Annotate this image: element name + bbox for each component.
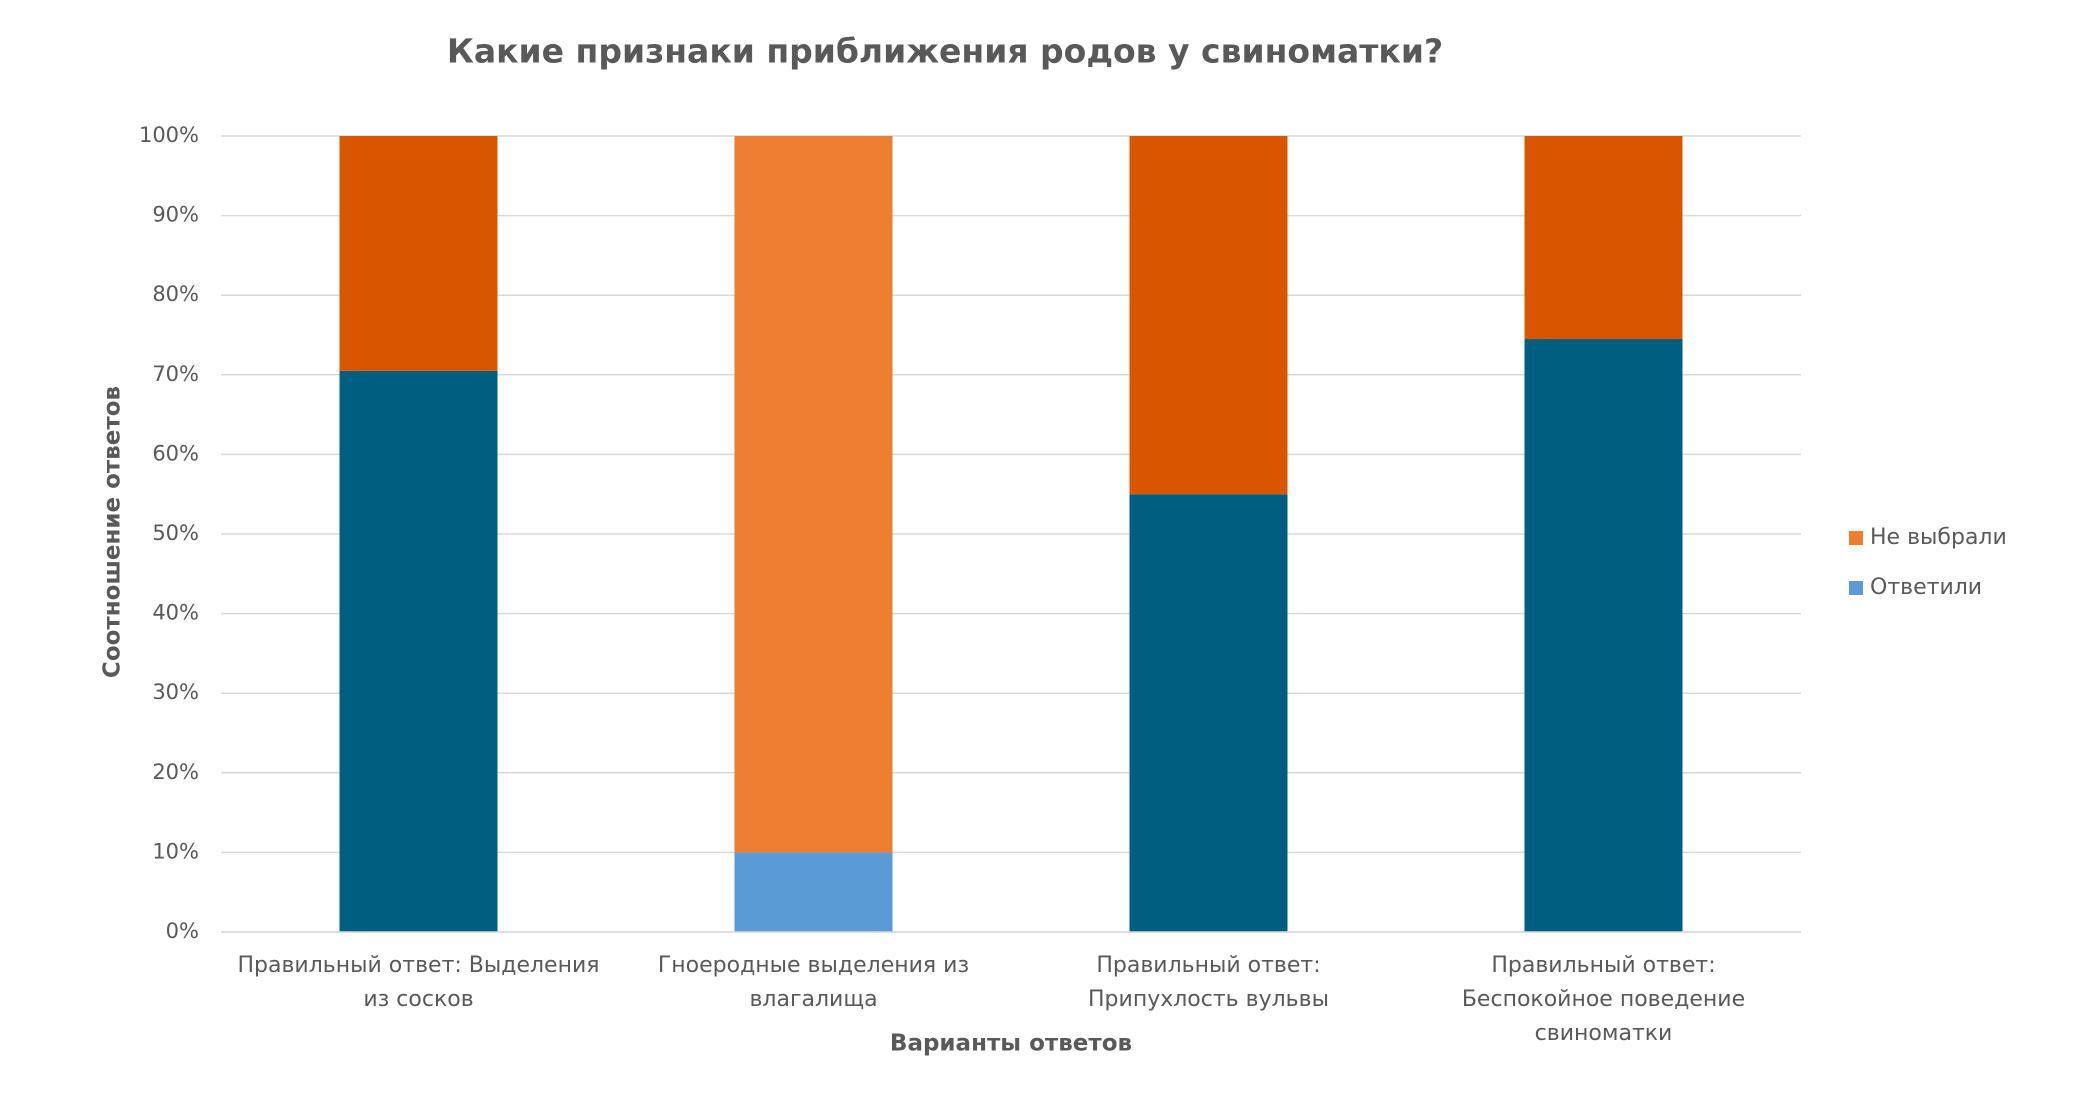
y-tick-label: 50% — [152, 521, 199, 545]
legend-swatch — [1849, 531, 1863, 545]
legend-label: Не выбрали — [1870, 525, 2007, 550]
y-tick-label: 70% — [152, 362, 199, 386]
x-axis-title: Варианты ответов — [890, 1031, 1132, 1057]
bar-segment — [1524, 338, 1683, 933]
x-tick-label: Гноеродные выделения из влагалища — [657, 953, 970, 1012]
y-tick-label: 60% — [152, 441, 199, 465]
bar-segment — [339, 370, 498, 932]
bar-segment — [1524, 136, 1683, 339]
y-tick-label: 0% — [166, 919, 199, 943]
bar-segment — [339, 136, 498, 371]
bar-segment — [734, 852, 893, 932]
y-tick-label: 80% — [152, 282, 199, 306]
y-tick-label: 20% — [152, 760, 199, 784]
x-tick-label: Правильный ответ: Выделения из сосков — [237, 953, 600, 1012]
y-axis-title: Соотношение ответов — [100, 386, 126, 678]
chart-title: Какие признаки приближения родов у свино… — [447, 32, 1443, 71]
x-tick-label: Правильный ответ: Припухлость вульвы — [1088, 953, 1329, 1012]
bar-segment — [1129, 494, 1288, 932]
y-tick-label: 100% — [139, 123, 199, 147]
y-tick-label: 40% — [152, 601, 199, 625]
legend-swatch — [1849, 581, 1863, 595]
x-tick-label: Правильный ответ: Беспокойное поведение … — [1461, 953, 1746, 1046]
bar-segment — [1129, 136, 1288, 495]
bar-segment — [734, 136, 893, 853]
y-tick-label: 90% — [152, 203, 199, 227]
legend-label: Ответили — [1870, 575, 1982, 600]
y-tick-label: 30% — [152, 680, 199, 704]
y-tick-label: 10% — [152, 839, 199, 863]
